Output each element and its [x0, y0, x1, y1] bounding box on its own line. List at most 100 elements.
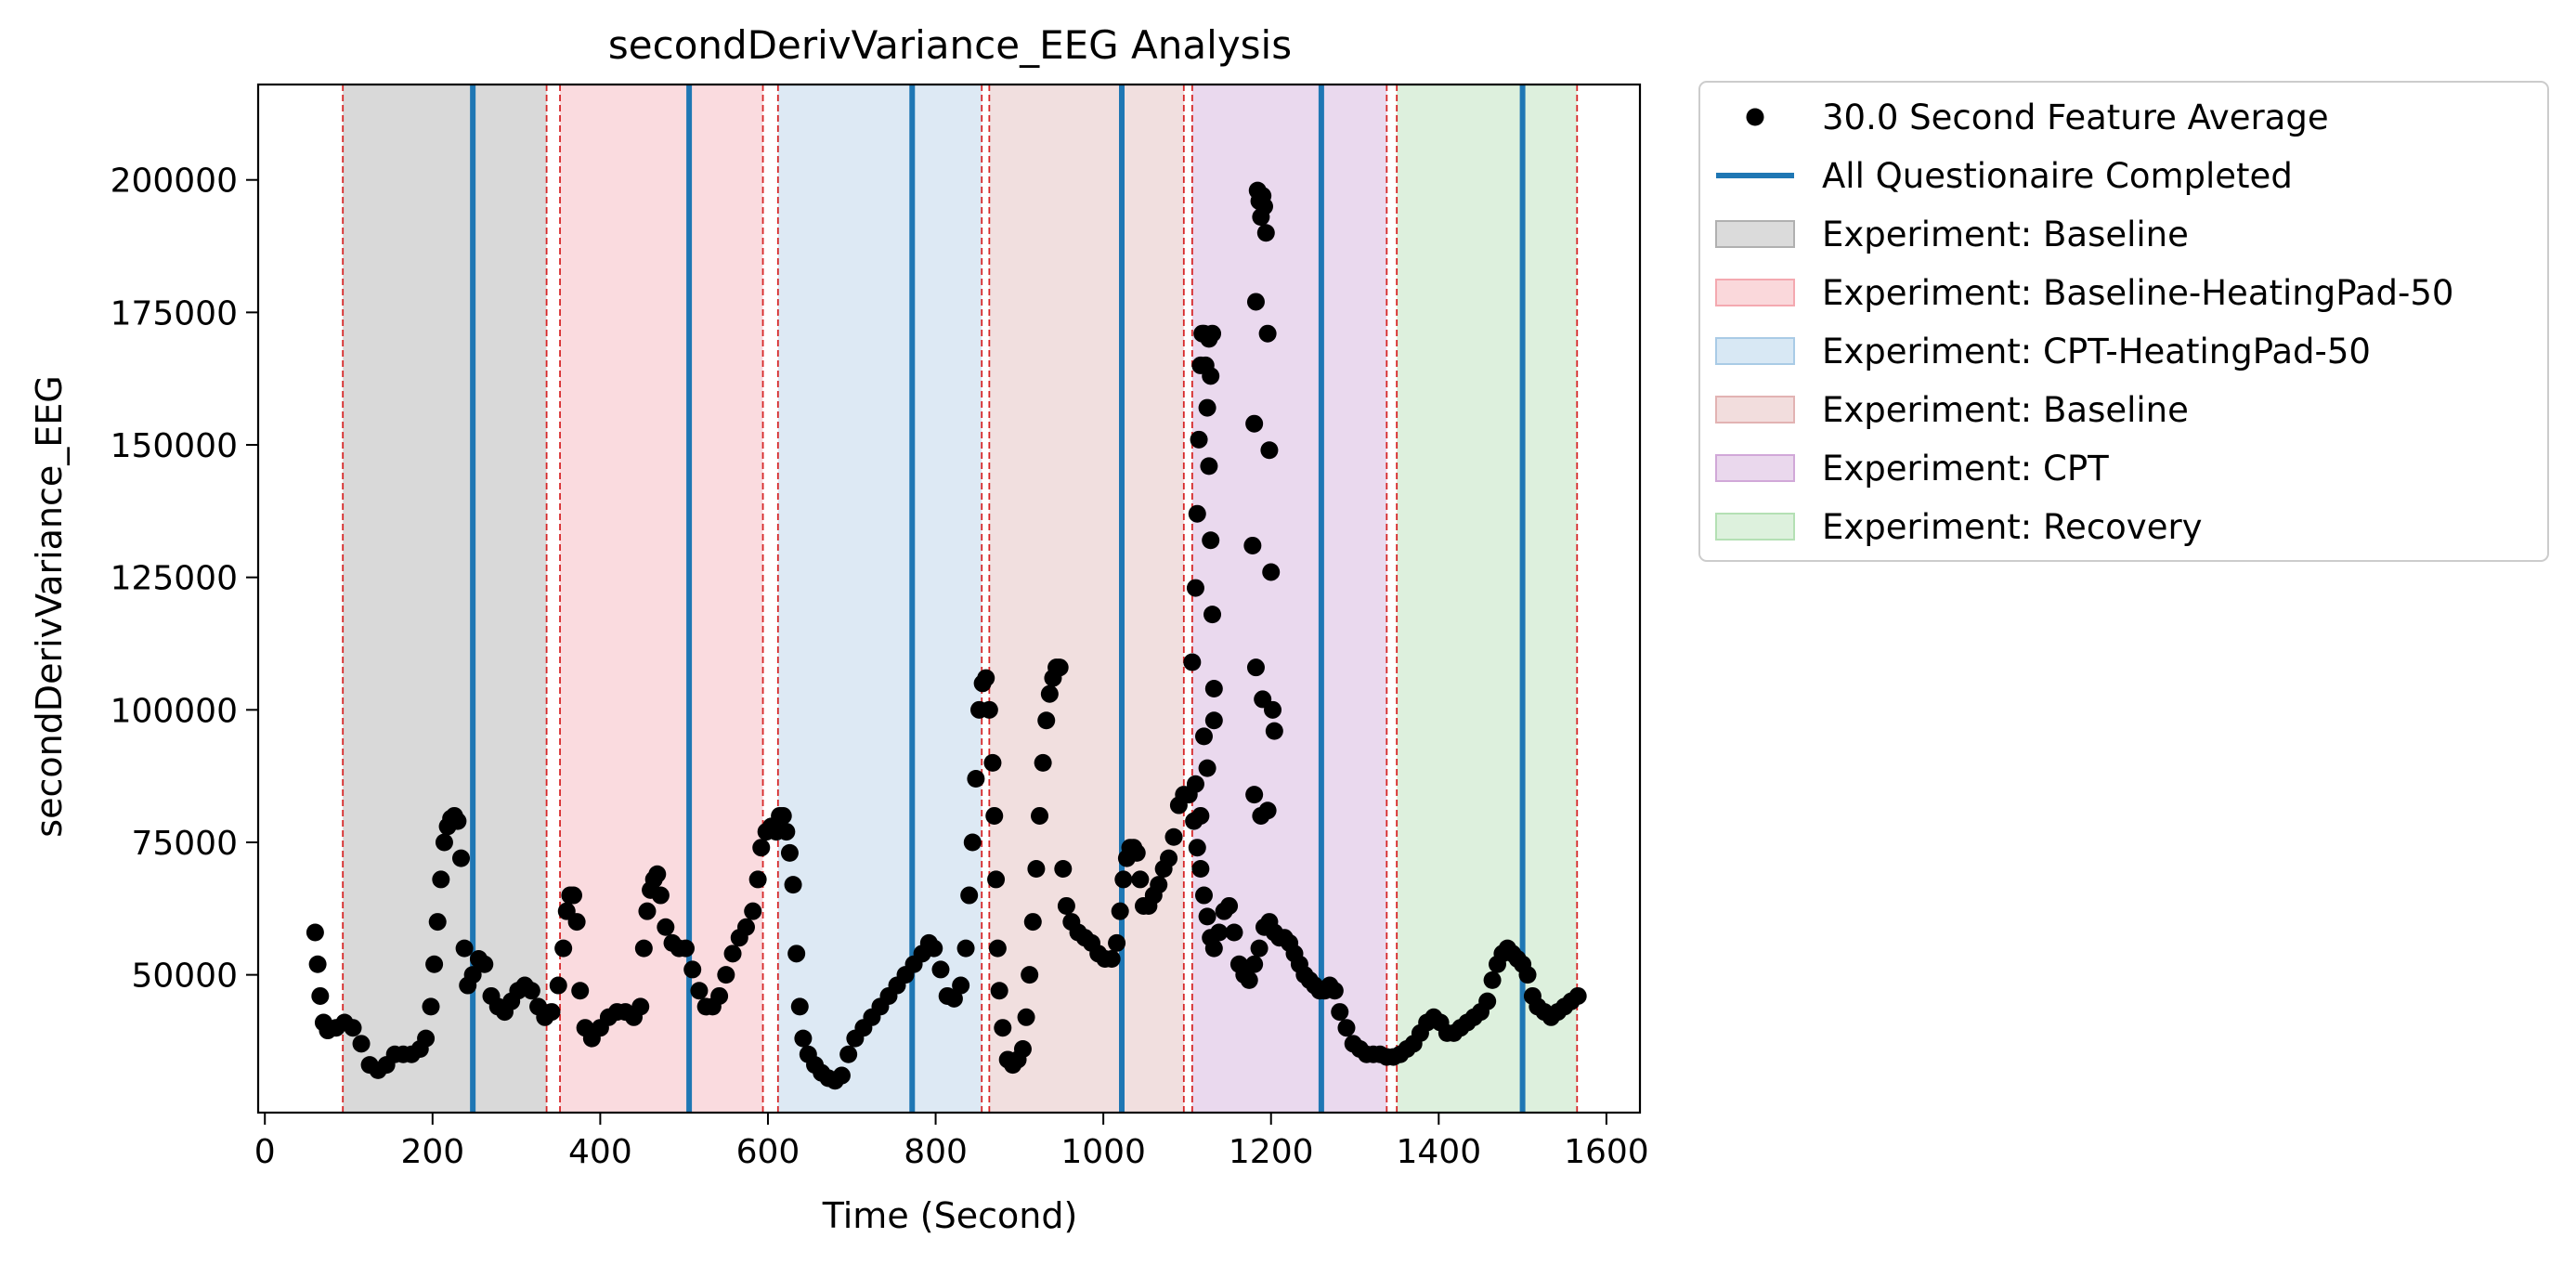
- data-point-132: [1021, 966, 1039, 984]
- data-point-126: [994, 1019, 1012, 1037]
- data-point-131: [1017, 1008, 1035, 1026]
- data-point-8: [344, 1019, 362, 1037]
- data-point-247: [1198, 398, 1216, 417]
- data-point-238: [1568, 986, 1587, 1005]
- data-point-230: [1518, 966, 1537, 984]
- data-points: [306, 181, 1587, 1090]
- data-point-183: [1245, 955, 1264, 973]
- y-tick-label-75000: 75000: [131, 825, 238, 863]
- data-point-184: [1250, 939, 1268, 958]
- x-tick-label-1400: 1400: [1396, 1133, 1481, 1171]
- data-point-72: [710, 986, 729, 1005]
- data-point-223: [1483, 971, 1502, 989]
- data-point-76: [736, 918, 755, 936]
- data-point-122: [985, 806, 1004, 825]
- x-tick-label-800: 800: [904, 1133, 968, 1171]
- data-point-265: [1255, 197, 1273, 215]
- data-point-249: [1202, 531, 1220, 550]
- legend-swatch-8: [1715, 513, 1795, 541]
- data-point-165: [1164, 827, 1183, 846]
- x-tick-label-1600: 1600: [1564, 1133, 1649, 1171]
- data-point-242: [1190, 430, 1208, 449]
- x-tick-label-200: 200: [400, 1133, 464, 1171]
- data-point-241: [1188, 504, 1206, 523]
- data-point-248: [1200, 457, 1218, 476]
- data-point-123: [987, 870, 1006, 889]
- data-point-136: [1034, 753, 1052, 772]
- data-point-199: [1325, 982, 1344, 1000]
- data-point-153: [1114, 870, 1133, 889]
- data-point-269: [1262, 563, 1281, 581]
- data-point-64: [657, 918, 675, 936]
- data-point-255: [1194, 727, 1213, 746]
- data-point-78: [748, 870, 767, 889]
- legend-label-8: Experiment: Recovery: [1822, 507, 2203, 547]
- data-point-87: [784, 876, 802, 894]
- region-4: [989, 85, 1184, 1113]
- y-axis: 50000 75000 100000 125000 150000 175000 200000: [111, 163, 258, 996]
- data-point-173: [1198, 907, 1216, 926]
- data-point-18: [422, 997, 440, 1016]
- region-3: [777, 85, 982, 1113]
- data-point-254: [1203, 324, 1222, 343]
- x-tick-label-600: 600: [736, 1133, 800, 1171]
- data-point-253: [1202, 367, 1220, 385]
- data-point-62: [648, 865, 667, 883]
- data-point-277: [1258, 801, 1277, 820]
- region-1: [343, 85, 547, 1113]
- legend-label-7: Experiment: CPT: [1822, 449, 2109, 489]
- y-tick-label-150000: 150000: [111, 427, 238, 465]
- data-point-86: [780, 843, 799, 862]
- legend: 30.0 Second Feature Average All Questiona…: [1698, 81, 2549, 562]
- y-tick-label-175000: 175000: [111, 294, 238, 332]
- data-point-89: [790, 997, 809, 1016]
- data-point-268: [1260, 441, 1279, 460]
- data-point-73: [717, 966, 735, 984]
- x-axis-label: Time (Second): [822, 1195, 1078, 1236]
- chart-title: secondDerivVariance_EEG Analysis: [608, 22, 1292, 68]
- data-point-116: [967, 770, 985, 788]
- y-axis-label: secondDerivVariance_EEG: [29, 375, 70, 837]
- data-point-125: [990, 982, 1008, 1000]
- data-point-158: [1131, 870, 1150, 889]
- data-point-115: [963, 833, 982, 852]
- data-point-171: [1191, 860, 1210, 879]
- legend-label-1: 30.0 Second Feature Average: [1822, 98, 2329, 137]
- data-point-58: [634, 939, 653, 958]
- data-point-67: [676, 939, 695, 958]
- data-point-39: [522, 982, 540, 1000]
- data-point-240: [1186, 579, 1204, 597]
- data-point-3: [311, 986, 330, 1005]
- data-point-141: [1050, 658, 1069, 677]
- data-point-278: [1265, 722, 1283, 740]
- legend-swatch-6: [1715, 396, 1795, 424]
- data-point-69: [690, 982, 709, 1000]
- data-point-222: [1478, 992, 1497, 1010]
- data-point-96: [832, 1066, 851, 1085]
- data-point-151: [1108, 933, 1126, 952]
- data-point-30: [463, 966, 482, 984]
- data-point-77: [744, 902, 762, 920]
- x-tick-label-1200: 1200: [1229, 1133, 1314, 1171]
- data-point-26: [449, 812, 467, 830]
- data-point-135: [1031, 806, 1049, 825]
- data-point-176: [1210, 923, 1229, 942]
- data-point-178: [1220, 896, 1239, 915]
- data-point-120: [980, 700, 998, 719]
- data-point-130: [1013, 1040, 1032, 1059]
- data-point-84: [774, 806, 792, 825]
- data-point-20: [428, 913, 447, 932]
- data-point-108: [925, 939, 943, 958]
- data-point-271: [1245, 786, 1264, 804]
- data-point-119: [977, 669, 995, 687]
- data-point-121: [983, 753, 1002, 772]
- data-point-22: [435, 833, 453, 852]
- y-tick-label-100000: 100000: [111, 692, 238, 730]
- data-point-19: [425, 955, 444, 973]
- data-point-112: [952, 976, 970, 995]
- data-point-21: [432, 870, 450, 889]
- y-tick-label-125000: 125000: [111, 560, 238, 598]
- data-point-258: [1243, 536, 1262, 554]
- data-point-47: [564, 886, 582, 905]
